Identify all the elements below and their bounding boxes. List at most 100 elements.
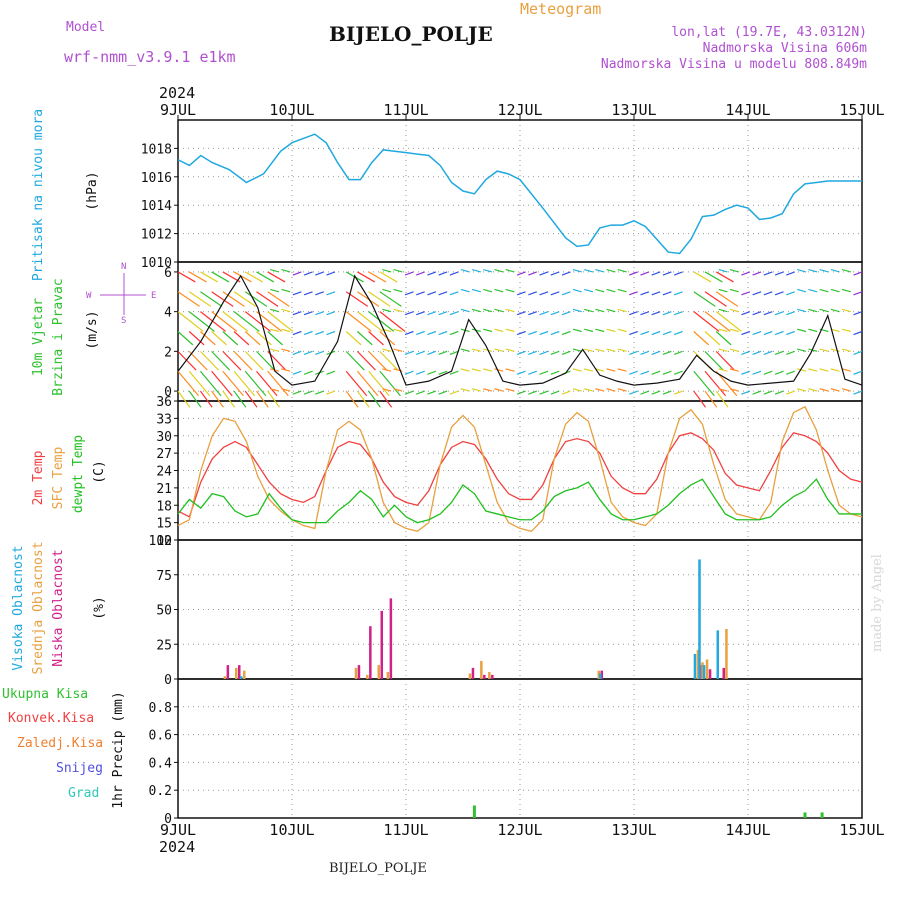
y-tick-label: 15	[156, 517, 172, 532]
wind-arrow	[345, 390, 359, 408]
y-tick-label: 0.2	[149, 784, 172, 799]
wind-arrow	[483, 288, 493, 293]
wind-arrow	[345, 331, 362, 346]
wind-arrow	[629, 291, 638, 296]
wind-arrow	[427, 350, 437, 355]
wind-arrow	[539, 350, 549, 355]
wind-arrow	[233, 350, 253, 371]
wind-arrow	[853, 271, 863, 276]
wind-arrow	[819, 269, 829, 273]
wind-arrow	[606, 308, 616, 313]
wind-arrow	[382, 348, 392, 352]
wind-arrow	[244, 271, 263, 283]
wind-arrow	[438, 330, 448, 336]
wind-arrow	[460, 269, 470, 273]
wind-arrow	[516, 390, 526, 395]
wind-arrow	[704, 370, 727, 397]
wind-arrow	[379, 291, 402, 307]
wind-arrow	[379, 350, 399, 371]
y-tick-label: 24	[156, 465, 172, 480]
wind-arrow	[292, 311, 302, 316]
wind-arrow	[233, 331, 250, 346]
wind-arrow	[741, 330, 751, 336]
wind-arrow	[819, 388, 829, 392]
wind-arrow	[640, 271, 650, 276]
wind-arrow	[494, 388, 504, 392]
y-tick-label: 0	[164, 812, 172, 827]
compass-s: S	[121, 316, 126, 326]
wind-speed-line	[177, 274, 863, 386]
wind-arrow	[379, 370, 401, 397]
wind-arrow	[539, 271, 549, 276]
wind-arrow	[292, 330, 302, 336]
wind-arrow	[528, 291, 538, 296]
wind-arrow	[853, 370, 863, 375]
wind-arrow	[267, 291, 290, 307]
dewpoint-axis-title: dewpt Temp	[71, 435, 86, 513]
wind-arrow	[774, 350, 784, 355]
wind-arrow	[483, 368, 493, 372]
wind-arrow	[662, 390, 672, 395]
wind-arrow	[595, 348, 605, 352]
wind-arrow	[595, 308, 605, 313]
wind-arrow	[460, 368, 470, 372]
wind-arrow	[244, 291, 268, 307]
wind-arrow	[222, 350, 242, 371]
cloud-low-axis-title: Niska Oblacnost	[51, 549, 66, 666]
wind-arrow	[841, 348, 851, 352]
wind-arrow	[830, 308, 840, 313]
wind-arrow	[617, 269, 627, 273]
wind-arrow	[797, 308, 807, 313]
cloud-low-bar	[226, 665, 230, 679]
wind-arrow	[763, 291, 773, 296]
wind-arrow	[808, 388, 818, 392]
wind-arrow	[786, 311, 795, 316]
wind-arrow	[188, 291, 212, 307]
wind-arrow	[693, 271, 712, 283]
x-day-label-bottom: 13JUL	[611, 821, 656, 839]
dewpoint-line	[177, 478, 862, 524]
wind-arrow	[729, 269, 739, 273]
wind-arrow	[416, 311, 425, 316]
wind-arrow	[267, 311, 294, 332]
wind-arrow	[303, 330, 313, 336]
wind-arrow	[292, 350, 302, 355]
wind-arrow	[244, 390, 258, 408]
wind-arrow	[505, 308, 515, 313]
wind-arrow	[494, 328, 504, 333]
wind-unit-label: (m/s)	[85, 310, 100, 349]
wind-arrow	[211, 331, 227, 346]
wind-arrow	[416, 330, 425, 336]
wind-arrow	[211, 390, 224, 408]
wind-arrow	[808, 348, 818, 352]
wind-arrow	[188, 390, 202, 408]
wind-arrow	[233, 291, 256, 307]
precip-bar	[803, 812, 807, 818]
wind-arrow	[752, 271, 762, 276]
wind-arrow	[561, 350, 571, 355]
cloud-mid-bar	[235, 667, 238, 679]
wind-arrow	[233, 271, 252, 283]
precip-legend-graupel: Grad	[68, 786, 100, 801]
wind-arrow	[393, 308, 403, 313]
wind-arrow	[267, 370, 289, 397]
wind-arrow	[572, 328, 582, 333]
wind-arrow	[211, 311, 238, 332]
x-day-label-top: 11JUL	[383, 101, 428, 119]
wind-arrow	[715, 350, 735, 371]
wind-arrow	[379, 390, 393, 408]
wind-arrow	[211, 291, 234, 307]
wind-arrow	[449, 271, 459, 276]
cloud-low-bar	[600, 670, 604, 679]
wind-arrow	[841, 368, 851, 372]
wind-arrow	[550, 350, 560, 355]
wind-arrow	[222, 390, 236, 408]
cloud-mid-axis-title: Srednja Oblacnost	[31, 541, 46, 674]
wind-arrow	[393, 269, 403, 273]
wind-arrow	[356, 350, 376, 371]
wind-arrow	[830, 388, 840, 392]
wind-arrow	[704, 311, 731, 332]
wind-arrow	[516, 330, 526, 336]
wind-arrow	[741, 370, 751, 375]
temp-sfc-axis-title: SFC Temp	[51, 447, 66, 510]
